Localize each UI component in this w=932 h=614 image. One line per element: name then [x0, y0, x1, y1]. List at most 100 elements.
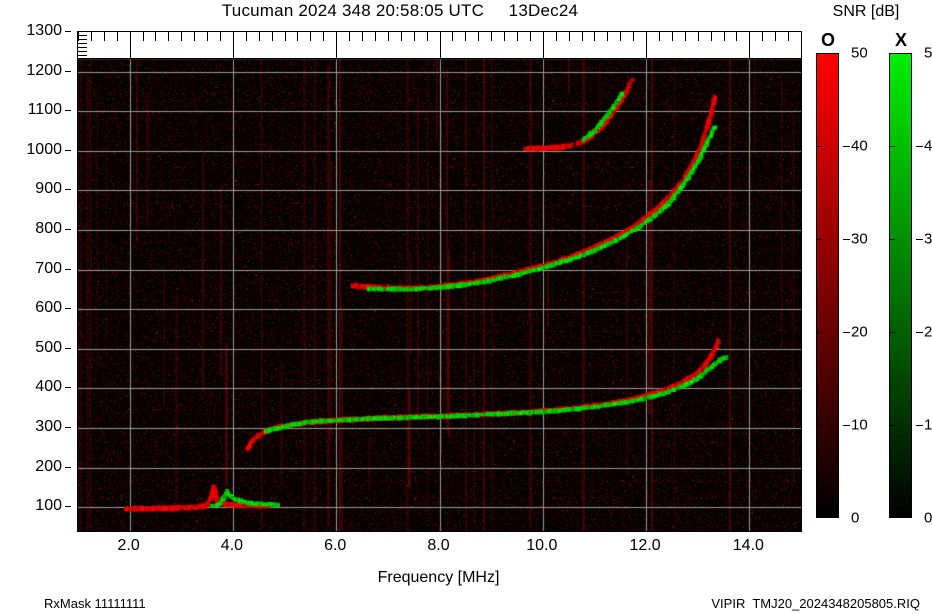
y-tick-mark	[65, 427, 71, 429]
ruler-minor-tick	[556, 32, 557, 41]
ruler-minor-tick	[775, 32, 776, 41]
colorbar-o-gradient	[816, 53, 839, 518]
ruler-minor-tick	[620, 32, 621, 41]
x-tick-label: 4.0	[220, 537, 244, 554]
ruler-major-tick	[646, 32, 647, 59]
ruler-minor-tick	[452, 32, 453, 41]
ruler-minor-tick	[104, 32, 105, 41]
ionogram-canvas[interactable]	[78, 32, 801, 531]
x-tick-label: 12.0	[629, 537, 661, 554]
ruler-minor-tick	[594, 32, 595, 41]
y-tick-label: 1300	[26, 22, 62, 39]
ruler-minor-tick	[349, 32, 350, 41]
y-tick-mark	[65, 387, 71, 389]
ruler-minor-tick	[297, 32, 298, 41]
x-axis-label: Frequency [MHz]	[377, 569, 500, 586]
colorbar-tick-label: 20	[851, 323, 868, 341]
ruler-minor-tick	[207, 32, 208, 41]
ruler-left-gradation	[78, 39, 87, 40]
ruler-minor-tick	[246, 32, 247, 41]
ruler-minor-tick	[181, 32, 182, 41]
colorbar-tick-mark	[843, 239, 850, 240]
ruler-minor-tick	[685, 32, 686, 41]
ruler-minor-tick	[401, 32, 402, 41]
colorbar-tick-mark	[916, 146, 923, 147]
y-tick-label: 500	[35, 338, 62, 356]
ruler-major-tick	[749, 32, 750, 59]
y-tick-mark	[65, 229, 71, 231]
colorbar-tick-label: 40	[924, 137, 932, 155]
ruler-major-tick	[233, 32, 234, 59]
ionogram-plot[interactable]	[77, 31, 802, 532]
ruler-minor-tick	[672, 32, 673, 41]
colorbar-o-letter: O	[820, 30, 836, 50]
colorbar-tick-mark	[843, 332, 850, 333]
ruler-minor-tick	[465, 32, 466, 41]
ruler-minor-tick	[724, 32, 725, 41]
colorbar-tick-label: 20	[924, 323, 932, 341]
y-tick-mark	[65, 466, 71, 468]
ruler-minor-tick	[801, 32, 802, 41]
colorbar-tick-mark	[916, 332, 923, 333]
y-tick-label: 300	[35, 418, 62, 436]
ruler-minor-tick	[582, 32, 583, 41]
ruler-minor-tick	[388, 32, 389, 41]
page-title: Tucuman 2024 348 20:58:05 UTC 13Dec24	[221, 1, 579, 20]
ruler-left-gradation	[78, 47, 87, 48]
ruler-minor-tick	[194, 32, 195, 41]
y-tick-mark	[65, 506, 71, 508]
colorbar-tick-mark	[843, 146, 850, 147]
ruler-major-tick	[130, 32, 131, 59]
y-axis-label: Range [km]	[0, 247, 1, 329]
y-tick-label: 800	[35, 220, 62, 238]
y-tick-label: 1200	[26, 61, 62, 79]
colorbar-tick-label: 10	[924, 416, 932, 434]
y-axis: 1300 1200 1100 1000 900 800 700 600 500 400 300 200…	[0, 22, 71, 530]
amplitude-ruler-strip	[78, 32, 802, 59]
ruler-major-tick	[336, 32, 337, 59]
ruler-left-gradation	[78, 43, 87, 44]
colorbar-x-gradient	[889, 53, 912, 518]
colorbar-tick-label: 0	[851, 509, 860, 527]
ruler-minor-tick	[711, 32, 712, 41]
ruler-major-tick	[440, 32, 441, 59]
colorbar-x-letter: X	[894, 30, 908, 50]
ruler-minor-tick	[607, 32, 608, 41]
ruler-minor-tick	[788, 32, 789, 41]
y-tick-mark	[65, 110, 71, 112]
colorbar-title: SNR [dB]	[832, 3, 900, 20]
y-tick-mark	[65, 308, 71, 310]
colorbar-tick-inner	[889, 332, 895, 333]
colorbar-tick-mark	[916, 239, 923, 240]
colorbar-tick-mark	[916, 425, 923, 426]
y-tick-mark	[65, 347, 71, 349]
colorbar-tick-label: 30	[851, 230, 868, 248]
ruler-minor-tick	[491, 32, 492, 41]
y-tick-label: 100	[35, 497, 62, 515]
ruler-minor-tick	[427, 32, 428, 41]
ruler-minor-tick	[478, 32, 479, 41]
ruler-left-gradation	[78, 55, 87, 56]
ruler-minor-tick	[530, 32, 531, 41]
ruler-minor-tick	[143, 32, 144, 41]
ruler-minor-tick	[504, 32, 505, 41]
colorbar-tick-inner	[889, 239, 895, 240]
y-tick-label: 600	[35, 299, 62, 317]
ruler-left-gradation	[78, 35, 87, 36]
ruler-minor-tick	[414, 32, 415, 41]
vipir-file-label: VIPIR TMJ20_2024348205805.RIQ	[711, 596, 920, 611]
y-tick-label: 700	[35, 259, 62, 277]
y-tick-label: 200	[35, 457, 62, 475]
ruler-minor-tick	[155, 32, 156, 41]
ruler-major-tick	[543, 32, 544, 59]
x-tick-label: 6.0	[324, 537, 347, 554]
y-tick-mark	[65, 189, 71, 191]
y-tick-mark	[65, 70, 71, 72]
x-tick-label: 10.0	[526, 537, 558, 554]
ruler-minor-tick	[78, 32, 79, 41]
y-tick-label: 1100	[27, 101, 62, 119]
colorbar-tick-inner	[816, 332, 822, 333]
ruler-minor-tick	[633, 32, 634, 41]
ruler-minor-tick	[91, 32, 92, 41]
colorbar-tick-mark	[843, 425, 850, 426]
